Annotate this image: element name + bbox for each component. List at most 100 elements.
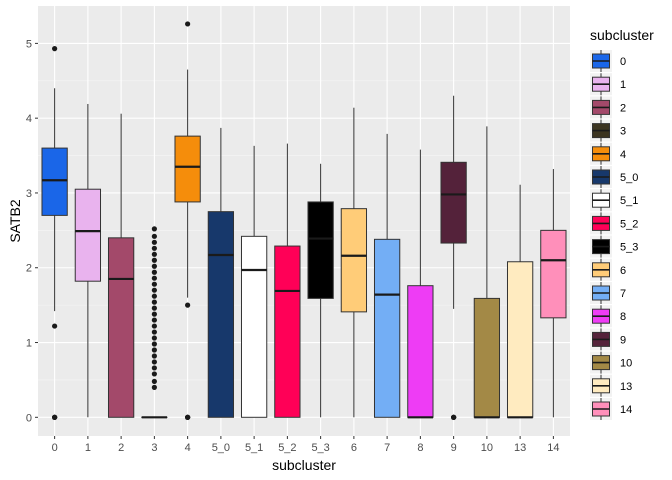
- box-13: [506, 184, 534, 419]
- box-0: [41, 46, 68, 420]
- x-tick-label: 6: [351, 442, 357, 454]
- box-iqr: [473, 297, 501, 418]
- box-iqr: [340, 208, 368, 313]
- box-iqr: [41, 147, 68, 216]
- x-tick-label: 13: [514, 442, 526, 454]
- outlier-point: [151, 251, 157, 257]
- box-iqr: [174, 135, 201, 203]
- box-4: [174, 21, 201, 420]
- x-tick-label: 5_0: [212, 442, 230, 454]
- y-tick-label: 0: [26, 412, 32, 424]
- outlier-point: [151, 299, 157, 305]
- outlier-point: [52, 46, 58, 52]
- outlier-point: [151, 371, 157, 377]
- legend-label: 7: [620, 288, 626, 300]
- legend-item-3: 3: [590, 119, 626, 142]
- outlier-point: [151, 239, 157, 245]
- y-tick-label: 5: [26, 38, 32, 50]
- x-tick-label: 7: [384, 442, 390, 454]
- outlier-point: [151, 329, 157, 335]
- legend-label: 6: [620, 265, 626, 277]
- legend-label: 4: [620, 149, 626, 161]
- outlier-point: [151, 311, 157, 317]
- legend-item-7: 7: [590, 282, 626, 304]
- box-iqr: [74, 188, 102, 282]
- legend-item-14: 14: [590, 398, 632, 420]
- legend-item-5_2: 5_2: [590, 212, 638, 235]
- box-6: [340, 107, 368, 418]
- box-1: [74, 103, 102, 418]
- outlier-point: [151, 335, 157, 341]
- legend-label: 8: [620, 311, 626, 323]
- outlier-point: [151, 233, 157, 239]
- legend-label: 13: [620, 381, 632, 393]
- y-tick-label: 3: [26, 188, 32, 200]
- outlier-point: [151, 257, 157, 263]
- legend-label: 9: [620, 334, 626, 346]
- outlier-point: [151, 384, 157, 390]
- x-tick-label: 1: [85, 442, 91, 454]
- x-tick-label: 14: [547, 442, 559, 454]
- outlier-point: [185, 302, 191, 308]
- box-9: [440, 95, 467, 420]
- legend-label: 1: [620, 79, 626, 91]
- outlier-point: [151, 353, 157, 359]
- box-iqr: [373, 238, 401, 418]
- box-5_0: [207, 127, 235, 418]
- outlier-point: [151, 281, 157, 287]
- outlier-point: [151, 347, 157, 353]
- x-tick-label: 5_2: [278, 442, 296, 454]
- x-axis: 0 1 2 3 4 5_0 5_1 5_2 5_3 6 7 8 9 10 13 14: [52, 436, 560, 454]
- outlier-point: [185, 21, 191, 27]
- outlier-point: [151, 263, 157, 269]
- legend-item-1: 1: [590, 73, 626, 96]
- box-8: [407, 149, 434, 419]
- box-iqr: [540, 229, 567, 319]
- y-axis: 0 1 2 3 4 5: [26, 38, 38, 424]
- x-axis-title: subcluster: [272, 457, 336, 473]
- outlier-point: [151, 305, 157, 311]
- box-iqr: [240, 235, 268, 418]
- outlier-point: [151, 317, 157, 323]
- x-tick-label: 5_3: [311, 442, 329, 454]
- legend-item-4: 4: [590, 142, 626, 165]
- outlier-point: [151, 245, 157, 251]
- x-tick-label: 0: [52, 442, 58, 454]
- boxes-layer: [41, 21, 567, 420]
- legend-item-13: 13: [590, 374, 632, 397]
- box-5_3: [307, 163, 334, 418]
- legend-item-5_3: 5_3: [590, 235, 638, 258]
- box-5_2: [274, 143, 301, 418]
- legend-label: 5_2: [620, 218, 638, 230]
- legend-label: 5_1: [620, 195, 638, 207]
- y-tick-label: 1: [26, 338, 32, 350]
- box-iqr: [207, 211, 235, 418]
- legend-item-5_0: 5_0: [590, 166, 638, 188]
- outlier-point: [151, 341, 157, 347]
- x-tick-label: 10: [481, 442, 493, 454]
- outlier-point: [185, 414, 191, 420]
- outlier-point: [151, 226, 157, 232]
- outlier-point: [151, 287, 157, 293]
- legend-label: 0: [620, 56, 626, 68]
- box-2: [107, 113, 135, 418]
- outlier-point: [52, 323, 58, 329]
- y-tick-label: 2: [26, 263, 32, 275]
- legend-item-0: 0: [590, 50, 626, 72]
- legend-label: 10: [620, 358, 632, 370]
- legend-item-10: 10: [590, 351, 632, 374]
- legend-item-6: 6: [590, 258, 626, 281]
- x-tick-label: 2: [118, 442, 124, 454]
- outlier-point: [151, 359, 157, 365]
- outlier-point: [151, 275, 157, 281]
- box-iqr: [107, 237, 135, 418]
- box-3: [141, 226, 168, 419]
- legend-label: 5_0: [620, 172, 638, 184]
- legend-item-5_1: 5_1: [590, 189, 638, 212]
- box-iqr: [274, 245, 301, 418]
- legend-label: 3: [620, 126, 626, 138]
- x-tick-label: 5_1: [245, 442, 263, 454]
- y-axis-title: SATB2: [7, 199, 23, 243]
- legend-label: 2: [620, 102, 626, 114]
